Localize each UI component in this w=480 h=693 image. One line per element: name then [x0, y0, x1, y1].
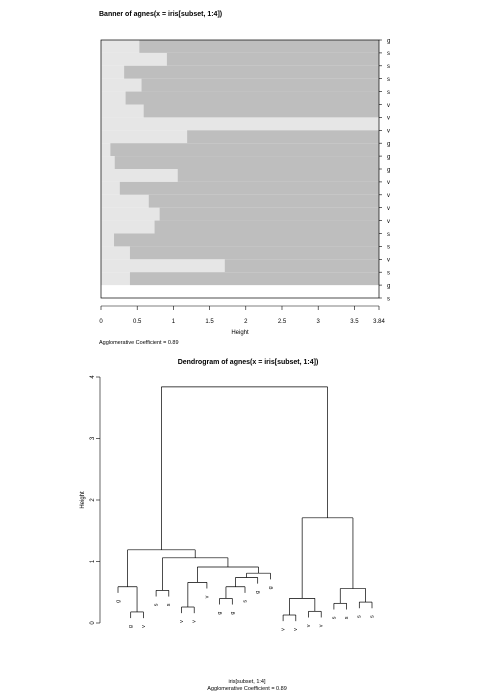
banner-bar: [124, 65, 380, 79]
dendrogram-leaf-label: v: [293, 628, 299, 631]
banner-bar: [143, 104, 379, 118]
banner-row-label: s: [387, 90, 390, 96]
banner-row-label: v: [387, 116, 390, 122]
banner-bar: [154, 220, 379, 234]
banner-x-tick-label: 1: [172, 319, 176, 325]
dendrogram-leaf-label: g: [217, 612, 223, 615]
banner-x-tick-label: 2: [244, 319, 248, 325]
banner-row-label: g: [387, 283, 390, 289]
dendrogram-y-tick-label: 4: [90, 375, 96, 379]
dendrogram-leaf-label: g: [268, 586, 274, 589]
banner-bar: [119, 181, 380, 195]
banner-x-tick-label: 0: [99, 319, 103, 325]
dendrogram-leaf-label: s: [344, 616, 350, 619]
banner-row-label: s: [387, 296, 390, 302]
banner-row-label: s: [387, 77, 390, 83]
banner-row-label: v: [387, 206, 390, 212]
banner-x-tick-label: 2.5: [278, 319, 287, 325]
dendrogram-y-label: Height: [80, 491, 86, 509]
dendrogram-leaf-label: g: [230, 612, 236, 615]
dendrogram-y-tick-label: 3: [90, 436, 96, 440]
dendrogram-y-tick-label: 0: [90, 621, 96, 625]
dendrogram-leaf-label: v: [281, 628, 287, 631]
banner-bar: [187, 130, 379, 144]
banner-row-label: v: [387, 219, 390, 225]
banner-x-tick-label: 3.84: [373, 319, 385, 325]
banner-plot: Banner of agnes(x = iris[subset, 1:4])gs…: [99, 11, 390, 346]
banner-bar: [224, 259, 379, 273]
banner-row-label: v: [387, 258, 390, 264]
dendrogram-y-tick-label: 2: [90, 498, 96, 502]
banner-bar: [110, 143, 379, 157]
dendrogram-leaf-label: v: [141, 625, 147, 628]
banner-row-label: s: [387, 245, 390, 251]
dendrogram-y-tick-label: 1: [90, 559, 96, 563]
dendrogram-leaf-label: v: [319, 624, 325, 627]
dendrogram-leaf-label: s: [166, 603, 172, 606]
dendrogram-leaf-label: g: [255, 591, 261, 594]
dendrogram-leaf-label: v: [306, 624, 312, 627]
banner-bar: [159, 207, 379, 221]
banner-x-label: Height: [231, 330, 249, 336]
banner-row-label: s: [387, 51, 390, 57]
banner-title: Banner of agnes(x = iris[subset, 1:4]): [99, 11, 222, 18]
dendrogram-sublabel: Agglomerative Coefficient = 0.89: [207, 686, 287, 692]
banner-row-bg: [101, 117, 379, 131]
banner-row-label: v: [387, 193, 390, 199]
banner-row-label: v: [387, 129, 390, 135]
dendrogram-leaf-label: v: [179, 620, 185, 623]
dendrogram-leaf-label: g: [115, 600, 121, 603]
banner-x-tick-label: 3: [317, 319, 321, 325]
dendrogram-plot: Dendrogram of agnes(x = iris[subset, 1:4…: [80, 359, 375, 692]
dendrogram-leaf-label: s: [357, 615, 363, 618]
banner-row-label: g: [387, 142, 390, 148]
banner-row-label: v: [387, 180, 390, 186]
dendrogram-leaf-label: s: [154, 603, 160, 606]
dendrogram-leaf-label: s: [369, 615, 375, 618]
banner-bar: [114, 156, 379, 169]
banner-row-label: g: [387, 167, 390, 173]
banner-x-tick-label: 0.5: [133, 319, 142, 325]
dendrogram-leaf-label: s: [242, 600, 248, 603]
banner-footnote: Agglomerative Coefficient = 0.89: [99, 340, 179, 346]
banner-bar: [148, 194, 379, 208]
banner-row-label: g: [387, 154, 390, 160]
banner-bar: [166, 52, 379, 66]
banner-row-label: s: [387, 64, 390, 70]
banner-bar: [114, 233, 379, 247]
dendrogram-leaf-label: v: [192, 620, 198, 623]
banner-bar: [129, 272, 379, 286]
dendrogram-leaf-label: g: [128, 625, 134, 628]
dendrogram-x-label: iris[subset, 1:4]: [229, 679, 266, 685]
banner-row-label: v: [387, 103, 390, 109]
banner-bar: [141, 78, 379, 92]
banner-bar: [139, 40, 379, 53]
dendrogram-title: Dendrogram of agnes(x = iris[subset, 1:4…: [178, 359, 319, 366]
banner-x-tick-label: 1.5: [205, 319, 214, 325]
dendrogram-leaf-label: v: [204, 595, 210, 598]
dendrogram-leaf-label: s: [331, 616, 337, 619]
banner-row-label: s: [387, 271, 390, 277]
banner-row-label: g: [387, 38, 390, 44]
banner-x-tick-label: 3.5: [350, 319, 359, 325]
banner-row-label: s: [387, 232, 390, 238]
banner-bar: [177, 169, 379, 182]
banner-bar: [125, 91, 379, 105]
banner-bar: [129, 246, 379, 260]
